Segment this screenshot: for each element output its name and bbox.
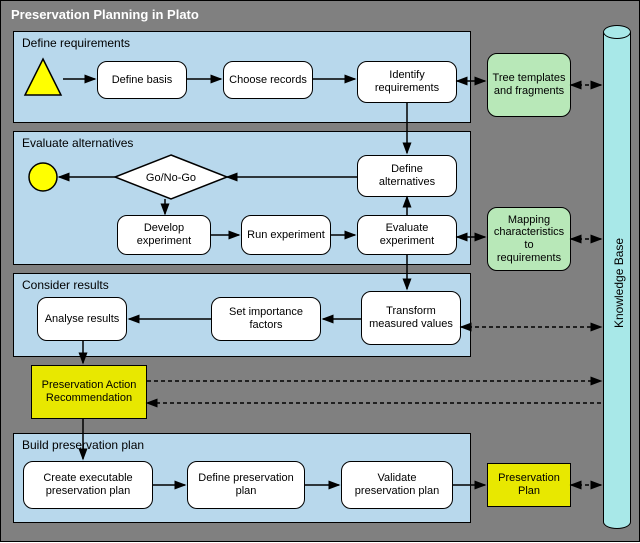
node-mapping-characteristics: Mapping characteristics to requirements	[487, 207, 571, 271]
diagram-title: Preservation Planning in Plato	[11, 7, 199, 22]
node-identify-requirements: Identify requirements	[357, 61, 457, 103]
phase-label: Evaluate alternatives	[22, 136, 133, 150]
node-validate-preservation-plan: Validate preservation plan	[341, 461, 453, 509]
node-define-basis: Define basis	[97, 61, 187, 99]
node-preservation-action-recommendation: Preservation Action Recommendation	[31, 365, 147, 419]
phase-label: Consider results	[22, 278, 109, 292]
node-tree-templates: Tree templates and fragments	[487, 53, 571, 117]
kb-cap-top	[603, 25, 631, 39]
node-analyse-results: Analyse results	[37, 297, 127, 341]
diagram-canvas: Preservation Planning in Plato Define re…	[0, 0, 640, 542]
node-transform-measured-values: Transform measured values	[361, 291, 461, 345]
node-develop-experiment: Develop experiment	[117, 215, 211, 255]
phase-label: Define requirements	[22, 36, 130, 50]
knowledge-base-label: Knowledge Base	[612, 228, 626, 328]
node-set-importance-factors: Set importance factors	[211, 297, 321, 341]
node-define-preservation-plan: Define preservation plan	[187, 461, 305, 509]
node-define-alternatives: Define alternatives	[357, 155, 457, 197]
node-choose-records: Choose records	[223, 61, 313, 99]
node-preservation-plan: Preservation Plan	[487, 463, 571, 507]
phase-label: Build preservation plan	[22, 438, 144, 452]
node-run-experiment: Run experiment	[241, 215, 331, 255]
node-evaluate-experiment: Evaluate experiment	[357, 215, 457, 255]
node-create-executable-plan: Create executable preservation plan	[23, 461, 153, 509]
